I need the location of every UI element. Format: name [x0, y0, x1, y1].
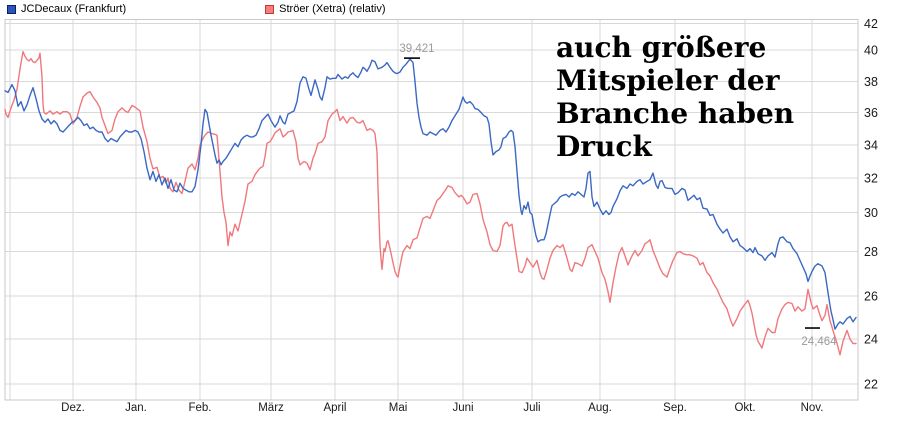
jcdecaux-swatch-icon [7, 4, 16, 14]
y-axis-label: 28 [864, 245, 878, 259]
y-axis-label: 42 [864, 17, 878, 31]
series-line-jcdecaux [4, 58, 857, 330]
y-axis-label: 32 [864, 172, 878, 186]
peak-marker-label: 39,421 [399, 43, 434, 55]
x-axis-label: Jan. [125, 402, 147, 414]
x-axis-label: Dez. [61, 402, 85, 414]
annotation-text: auch größere Mitspieler der Branche habe… [556, 31, 795, 163]
legend-item-stroeer: Ströer (Xetra) (relativ) [265, 3, 386, 15]
x-axis-label: Okt. [734, 402, 755, 414]
legend: JCDecaux (Frankfurt) Ströer (Xetra) (rel… [7, 3, 410, 15]
y-axis-label: 22 [864, 378, 878, 392]
y-axis-label: 40 [864, 44, 878, 58]
y-axis-label: 34 [864, 139, 878, 153]
x-axis-label: Feb. [188, 402, 211, 414]
y-axis-label: 38 [864, 75, 878, 89]
y-axis-label: 36 [864, 106, 878, 120]
x-axis-label: März [258, 402, 284, 414]
y-axis-label: 30 [864, 206, 878, 220]
low-marker-label: 24,464 [801, 336, 837, 348]
series-line-stroeer [4, 50, 857, 356]
x-axis-label: Sep. [663, 402, 687, 414]
x-axis-label: April [323, 402, 346, 414]
legend-label-stroeer: Ströer (Xetra) (relativ) [279, 3, 386, 15]
y-axis-label: 24 [864, 333, 878, 347]
x-axis-label: Mai [389, 402, 408, 414]
x-axis-label: Aug. [588, 402, 612, 414]
x-axis-label: Juni [452, 402, 473, 414]
legend-item-jcdecaux: JCDecaux (Frankfurt) [7, 3, 126, 15]
legend-label-jcdecaux: JCDecaux (Frankfurt) [21, 3, 127, 15]
x-axis-label: Nov. [801, 402, 824, 414]
y-axis-label: 26 [864, 290, 878, 304]
x-axis-label: Juli [523, 402, 540, 414]
plot-border [4, 19, 859, 401]
stroeer-swatch-icon [265, 4, 275, 14]
